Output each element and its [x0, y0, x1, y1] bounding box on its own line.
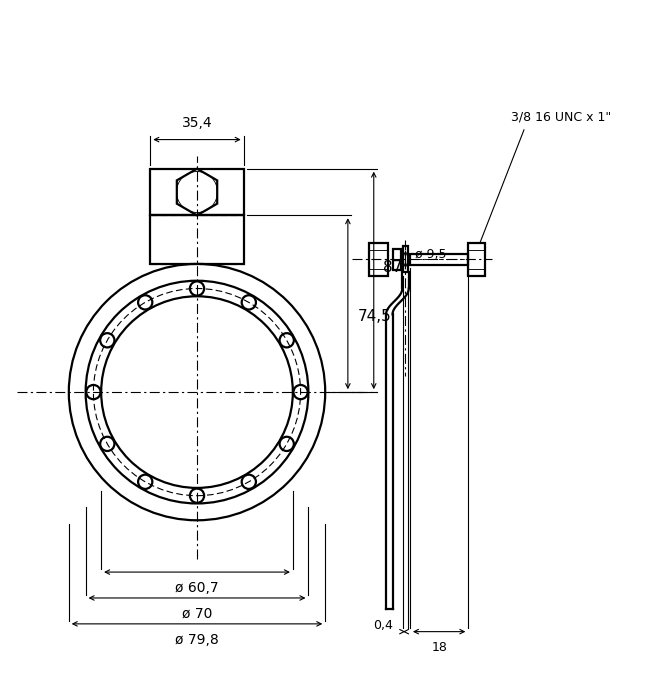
Text: 35,4: 35,4	[182, 116, 212, 130]
Text: ø 60,7: ø 60,7	[175, 581, 219, 595]
Bar	[403, 246, 408, 272]
Text: ø 9,5: ø 9,5	[415, 248, 447, 260]
Bar	[393, 249, 401, 270]
Bar	[468, 242, 485, 276]
Text: 0,4: 0,4	[374, 619, 393, 631]
Text: 87: 87	[383, 260, 403, 275]
Text: ø 79,8: ø 79,8	[175, 633, 219, 647]
Text: ø 70: ø 70	[182, 607, 212, 621]
Text: 74,5: 74,5	[358, 309, 391, 324]
Bar	[410, 253, 468, 265]
Text: 3/8 16 UNC x 1": 3/8 16 UNC x 1"	[511, 111, 611, 123]
Bar	[368, 242, 388, 276]
Text: 18: 18	[431, 641, 447, 654]
